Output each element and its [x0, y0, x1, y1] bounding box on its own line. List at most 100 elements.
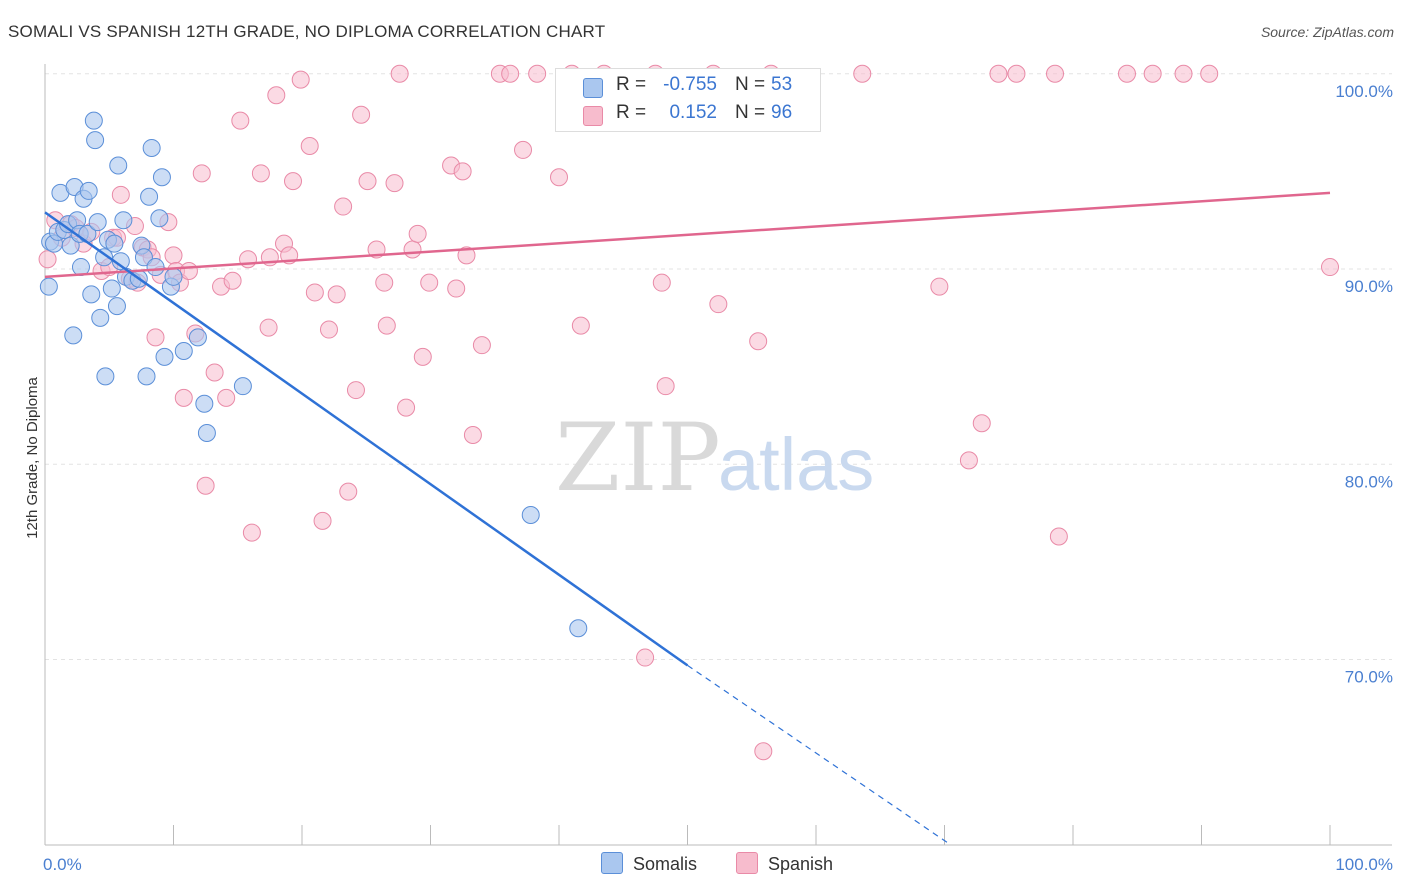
spanish-point — [205, 363, 224, 382]
spanish-point — [959, 451, 978, 470]
spanish-point — [571, 316, 590, 335]
spanish-point — [217, 388, 236, 407]
somalis-point — [102, 279, 121, 298]
grid-lines — [45, 73, 1392, 661]
spanish-point — [1174, 64, 1193, 83]
spanish-point — [164, 246, 183, 265]
spanish-point — [1007, 64, 1026, 83]
somalis-point — [142, 138, 161, 157]
spanish-point — [390, 64, 409, 83]
spanish-point — [179, 261, 198, 280]
spanish-point — [313, 511, 332, 530]
spanish-point — [251, 164, 270, 183]
spanish-point — [514, 140, 533, 159]
somalis-point — [86, 131, 105, 150]
spanish-point — [1321, 258, 1339, 277]
y-tick-label: 90.0% — [1345, 277, 1393, 296]
spanish-point — [192, 164, 211, 183]
somalis-point — [152, 168, 171, 187]
spanish-point — [231, 111, 250, 130]
n-label: N = — [735, 74, 766, 95]
spanish-point — [223, 271, 242, 290]
spanish-point — [749, 332, 768, 351]
spanish-point — [656, 377, 675, 396]
legend-row-spanish: R = 0.152 N = 96 — [556, 100, 820, 128]
legend-row-somalis: R = -0.755 N = 53 — [556, 72, 820, 100]
spanish-point — [385, 174, 404, 193]
spanish-point — [528, 64, 547, 83]
chart-title: SOMALI VS SPANISH 12TH GRADE, NO DIPLOMA… — [8, 22, 606, 41]
somalis-point — [88, 213, 107, 232]
spanish-point — [339, 482, 358, 501]
somalis-trend-line — [44, 211, 689, 667]
somalis-point — [64, 326, 83, 345]
y-tick-label: 70.0% — [1345, 668, 1393, 687]
somalis-legend-swatch — [601, 852, 623, 874]
somalis-swatch — [583, 78, 603, 98]
spanish-point — [358, 172, 377, 191]
spanish-point — [408, 224, 427, 243]
x-tick-label: 0.0% — [43, 855, 82, 874]
somalis-point — [79, 181, 98, 200]
r-value: 0.152 — [669, 102, 717, 123]
spanish-point — [239, 250, 258, 269]
somalis-point — [39, 277, 58, 296]
spanish-point — [375, 273, 394, 292]
somalis-point — [84, 111, 103, 130]
spanish-point — [1049, 527, 1068, 546]
x-tick-label: 100.0% — [1335, 855, 1393, 874]
r-label: R = — [616, 74, 647, 95]
somalis-point — [82, 285, 101, 304]
spanish-point — [1200, 64, 1219, 83]
spanish-point — [413, 347, 432, 366]
spanish-point — [38, 250, 57, 269]
n-value: 53 — [771, 74, 793, 95]
legend-item-spanish[interactable]: Spanish — [736, 852, 833, 875]
somalis-point — [164, 267, 183, 286]
spanish-point — [397, 398, 416, 417]
spanish-point — [174, 388, 193, 407]
somalis-point — [155, 347, 174, 366]
spanish-point — [420, 273, 439, 292]
spanish-point — [146, 328, 165, 347]
spanish-point — [709, 295, 728, 314]
y-tick-label: 80.0% — [1345, 472, 1393, 491]
somalis-point — [109, 156, 128, 175]
watermark-atlas: atlas — [718, 423, 874, 506]
spanish-point — [319, 320, 338, 339]
spanish-point — [636, 648, 655, 667]
somalis-point — [95, 248, 114, 267]
somalis-point — [137, 367, 156, 386]
tick-labels: 70.0% 80.0% 90.0% 100.0% 0.0% 100.0% — [43, 82, 1393, 874]
spanish-point — [463, 425, 482, 444]
spanish-point — [334, 197, 353, 216]
somalis-point — [195, 394, 214, 413]
source-label: Source: ZipAtlas.com — [1260, 24, 1394, 40]
somalis-point — [521, 506, 540, 525]
r-label: R = — [616, 102, 647, 123]
r-value: -0.755 — [663, 74, 717, 95]
somalis-point — [174, 342, 193, 361]
spanish-point — [111, 185, 130, 204]
spanish-swatch — [583, 106, 603, 126]
somalis-point — [114, 211, 133, 230]
somalis-point — [146, 258, 165, 277]
spanish-point — [447, 279, 466, 298]
somalis-point — [140, 187, 159, 206]
somalis-point — [105, 234, 124, 253]
somalis-point — [107, 297, 126, 316]
spanish-point — [1117, 64, 1136, 83]
somalis-point — [188, 328, 207, 347]
spanish-point — [457, 246, 476, 265]
n-value: 96 — [771, 102, 793, 123]
somalis-point — [96, 367, 115, 386]
watermark-zip: ZIP — [555, 404, 721, 513]
spanish-point — [972, 414, 991, 433]
spanish-point — [377, 316, 396, 335]
n-label: N = — [735, 102, 766, 123]
spanish-point — [1046, 64, 1065, 83]
legend-item-somalis[interactable]: Somalis — [601, 852, 697, 875]
spanish-point — [284, 172, 303, 191]
spanish-point — [453, 162, 472, 181]
